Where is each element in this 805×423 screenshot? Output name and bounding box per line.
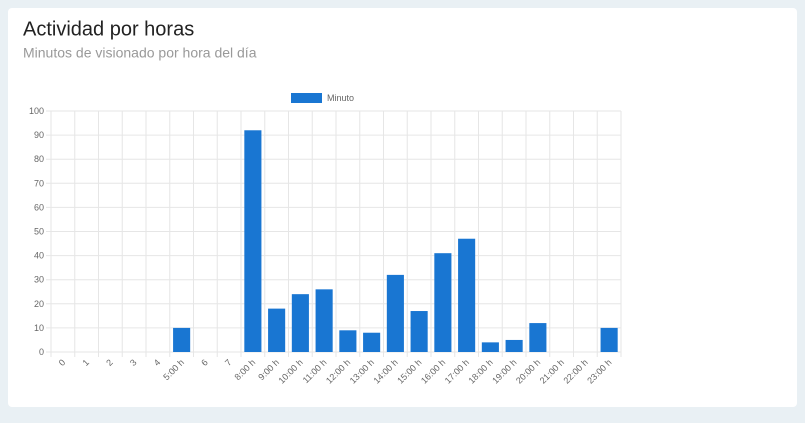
- bar: [505, 339, 523, 352]
- y-tick-label: 60: [34, 202, 44, 212]
- bar: [529, 323, 547, 352]
- bar: [244, 130, 262, 352]
- bar: [481, 342, 499, 352]
- y-tick-label: 40: [34, 251, 44, 261]
- x-tick-label: 13:00 h: [348, 357, 376, 385]
- x-tick-label: 18:00 h: [466, 357, 494, 385]
- x-tick-label: 10:00 h: [276, 357, 304, 385]
- bar: [434, 253, 452, 352]
- bar: [600, 327, 618, 352]
- legend-label: Minuto: [327, 93, 354, 103]
- bar: [410, 311, 428, 352]
- x-tick-label: 16:00 h: [419, 357, 447, 385]
- x-tick-label: 7: [223, 357, 234, 368]
- x-tick-label: 5:00 h: [161, 357, 186, 382]
- chart-subtitle: Minutos de visionado por hora del día: [23, 45, 257, 61]
- x-tick-label: 19:00 h: [490, 357, 518, 385]
- y-tick-label: 50: [34, 227, 44, 237]
- x-tick-label: 0: [57, 357, 68, 368]
- x-tick-label: 12:00 h: [324, 357, 352, 385]
- x-tick-label: 14:00 h: [371, 357, 399, 385]
- x-tick-label: 22:00 h: [561, 357, 589, 385]
- x-tick-label: 6: [199, 357, 210, 368]
- y-tick-label: 70: [34, 178, 44, 188]
- bar: [386, 274, 404, 352]
- y-tick-label: 0: [39, 347, 44, 357]
- bar: [339, 330, 357, 352]
- x-tick-label: 8:00 h: [233, 357, 258, 382]
- bar: [268, 308, 286, 352]
- legend-swatch: [291, 93, 322, 103]
- x-tick-label: 3: [128, 357, 139, 368]
- y-tick-label: 90: [34, 130, 44, 140]
- bar: [173, 327, 191, 352]
- x-tick-label: 1: [80, 357, 91, 368]
- y-tick-label: 10: [34, 323, 44, 333]
- bar: [291, 294, 309, 352]
- bar: [315, 289, 333, 352]
- chart-title: Actividad por horas: [23, 18, 194, 40]
- bar: [458, 238, 476, 352]
- x-tick-label: 2: [104, 357, 115, 368]
- y-tick-label: 80: [34, 154, 44, 164]
- y-tick-label: 20: [34, 299, 44, 309]
- bar: [363, 332, 381, 352]
- x-tick-label: 21:00 h: [538, 357, 566, 385]
- x-tick-label: 15:00 h: [395, 357, 423, 385]
- x-tick-label: 17:00 h: [443, 357, 471, 385]
- x-tick-label: 4: [152, 357, 163, 368]
- x-tick-label: 11:00 h: [301, 357, 329, 385]
- y-tick-label: 30: [34, 275, 44, 285]
- y-tick-label: 100: [29, 106, 44, 116]
- x-tick-label: 20:00 h: [514, 357, 542, 385]
- x-tick-label: 23:00 h: [585, 357, 613, 385]
